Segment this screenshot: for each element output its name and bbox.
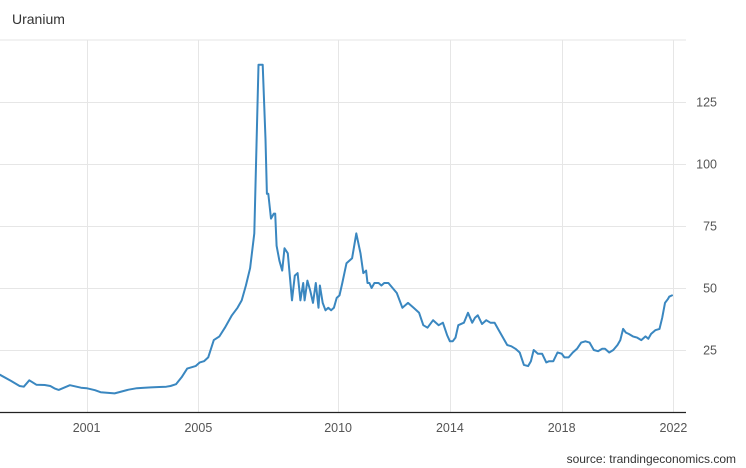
x-tick-label: 2022 [660,421,688,435]
y-tick-label: 75 [703,220,717,234]
y-tick-label: 125 [696,96,717,110]
x-tick-label: 2010 [324,421,352,435]
series-layer [0,63,673,395]
x-tick-label: 2001 [73,421,101,435]
chart-title: Uranium [12,11,65,27]
uranium-price-line [0,63,673,395]
x-tick-label: 2005 [184,421,212,435]
chart-source: source: trandingeconomics.com [566,452,736,466]
x-tick-label: 2014 [436,421,464,435]
y-tick-label: 50 [703,282,717,296]
y-tick-label: 100 [696,158,717,172]
y-tick-label: 25 [703,344,717,358]
x-tick-label: 2018 [548,421,576,435]
tick-labels: 25 50 75 100 125 2001 2005 2010 2014 2018 2022 [73,96,717,436]
gridlines [0,39,686,412]
